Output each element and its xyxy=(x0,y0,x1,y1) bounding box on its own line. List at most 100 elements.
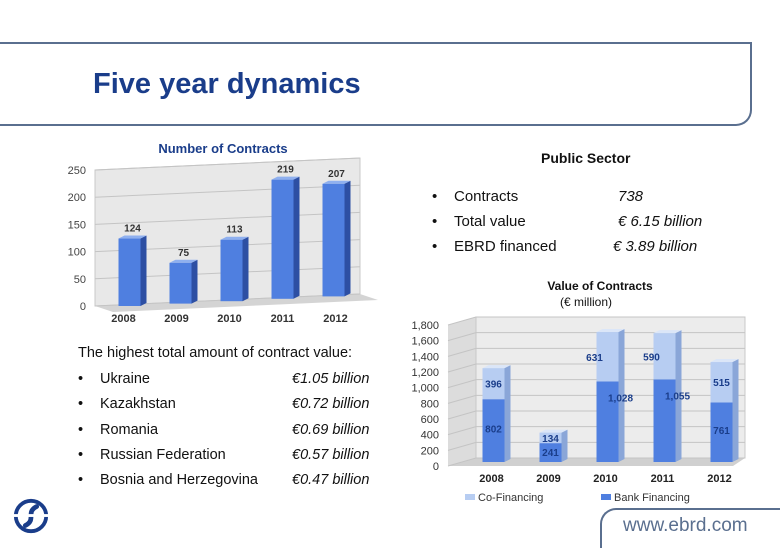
y-tick-label: 800 xyxy=(421,398,439,410)
bar-side xyxy=(732,359,739,462)
gridline xyxy=(447,410,477,420)
y-tick-label: 150 xyxy=(68,219,86,231)
data-label: 1,055 xyxy=(665,391,690,402)
x-tick-label: 2009 xyxy=(536,473,560,485)
data-label: 515 xyxy=(713,378,730,389)
bar-top xyxy=(596,329,625,333)
bullet: • xyxy=(432,213,438,230)
page-title: Five year dynamics xyxy=(93,68,361,100)
bar-segment-bank-financing xyxy=(482,399,505,462)
data-label: 802 xyxy=(485,425,502,436)
y-tick-label: 100 xyxy=(68,247,86,259)
data-label: 219 xyxy=(277,165,294,176)
bar-top xyxy=(482,365,511,369)
data-label: 134 xyxy=(542,434,559,445)
bar-segment-bank-financing xyxy=(710,402,733,462)
bar-top xyxy=(118,235,147,239)
y-tick-label: 0 xyxy=(433,461,439,473)
country-value: €1.05 billion xyxy=(292,371,370,387)
bar xyxy=(169,262,192,304)
data-label: 761 xyxy=(713,426,730,437)
y-tick-label: 1,200 xyxy=(411,367,439,379)
public-sector-title: Public Sector xyxy=(541,150,631,166)
data-label: 590 xyxy=(643,352,660,363)
public-sector-value: € 6.15 billion xyxy=(618,213,703,230)
bar-side xyxy=(675,330,682,462)
bar-side xyxy=(191,259,198,304)
bar-segment-co-financing xyxy=(539,432,562,444)
x-tick-label: 2012 xyxy=(323,313,347,325)
gridline xyxy=(94,184,361,198)
y-tick-label: 600 xyxy=(421,414,439,426)
bar-side xyxy=(504,365,511,462)
x-tick-label: 2008 xyxy=(479,473,503,485)
y-tick-label: 0 xyxy=(80,301,86,313)
x-tick-label: 2009 xyxy=(164,313,188,325)
public-sector-value: 738 xyxy=(618,188,644,205)
ebrd-logo-icon xyxy=(12,498,50,534)
legend-swatch-bank-financing xyxy=(601,494,611,500)
bar-side xyxy=(140,235,147,306)
gridline xyxy=(447,379,477,389)
gridline xyxy=(447,332,477,342)
chart-number-of-contracts: Number of Contracts 0 50 100 150 200 250 124 200… xyxy=(68,141,378,325)
legend-label-co-financing: Co-Financing xyxy=(478,492,543,504)
chart-title: Number of Contracts xyxy=(158,141,287,156)
gridline xyxy=(447,441,477,451)
bar-top xyxy=(220,236,249,240)
chart-floor xyxy=(95,294,378,312)
bar xyxy=(220,239,243,302)
bar-top xyxy=(322,180,351,184)
chart-side-wall xyxy=(448,317,476,466)
gridline xyxy=(447,394,477,404)
x-tick-label: 2011 xyxy=(651,473,675,485)
y-tick-label: 1,400 xyxy=(411,351,439,363)
bar-side xyxy=(618,329,625,462)
bar-segment-co-financing xyxy=(596,332,619,382)
country-value: €0.69 billion xyxy=(292,422,370,438)
data-label: 113 xyxy=(226,225,243,236)
bullet: • xyxy=(78,396,84,412)
bar-top xyxy=(169,259,198,263)
y-tick-label: 200 xyxy=(68,192,86,204)
data-label: 124 xyxy=(124,224,141,235)
y-tick-label: 1,000 xyxy=(411,383,439,395)
bullet: • xyxy=(78,472,84,488)
y-tick-label: 400 xyxy=(421,430,439,442)
y-tick-label: 250 xyxy=(68,165,86,177)
x-tick-label: 2011 xyxy=(271,313,295,325)
title-frame xyxy=(0,42,752,126)
y-tick-label: 1,600 xyxy=(411,336,439,348)
country-label: Ukraine xyxy=(100,371,150,387)
data-label: 75 xyxy=(178,248,190,259)
country-value: €0.57 billion xyxy=(292,447,370,463)
website-url[interactable]: www.ebrd.com xyxy=(623,515,748,536)
x-tick-label: 2012 xyxy=(707,473,731,485)
y-tick-label: 200 xyxy=(421,445,439,457)
public-sector-label: Contracts xyxy=(454,188,519,205)
gridline xyxy=(94,211,361,225)
public-sector-value: € 3.89 billion xyxy=(613,238,698,255)
data-label: 631 xyxy=(586,353,603,364)
bar-side xyxy=(242,236,249,302)
x-tick-label: 2010 xyxy=(217,313,241,325)
data-label: 241 xyxy=(542,448,559,459)
x-tick-label: 2008 xyxy=(111,313,135,325)
bar xyxy=(322,183,345,297)
gridline xyxy=(94,157,361,171)
bullet: • xyxy=(432,188,438,205)
bar-segment-co-financing xyxy=(653,333,676,380)
bullet: • xyxy=(78,447,84,463)
public-sector-label: Total value xyxy=(454,213,526,230)
bullet: • xyxy=(78,371,84,387)
country-label: Romania xyxy=(100,422,159,438)
url-frame xyxy=(600,508,780,548)
gridline xyxy=(447,426,477,436)
bar-top xyxy=(539,429,568,433)
bar-segment-co-financing xyxy=(710,362,733,403)
bar-top xyxy=(710,359,739,363)
legend-swatch-co-financing xyxy=(465,494,475,500)
country-label: Russian Federation xyxy=(100,447,226,463)
bar-side xyxy=(344,180,351,297)
bar xyxy=(118,238,141,306)
